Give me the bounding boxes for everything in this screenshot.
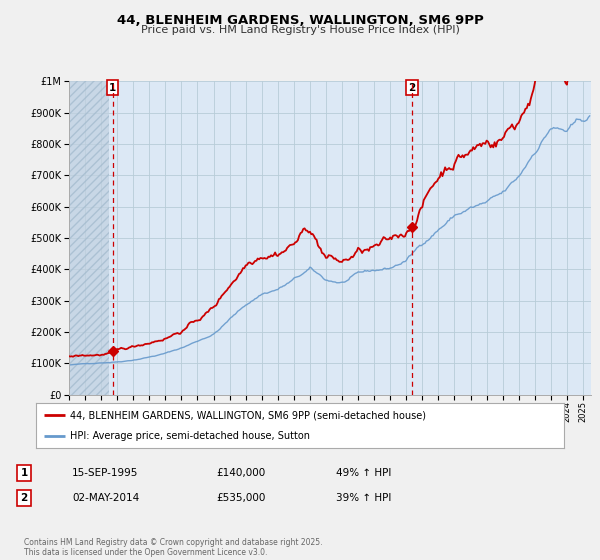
Text: 44, BLENHEIM GARDENS, WALLINGTON, SM6 9PP (semi-detached house): 44, BLENHEIM GARDENS, WALLINGTON, SM6 9P… (70, 410, 427, 421)
Text: 2: 2 (408, 83, 415, 93)
Text: Contains HM Land Registry data © Crown copyright and database right 2025.
This d: Contains HM Land Registry data © Crown c… (24, 538, 323, 557)
Text: 15-SEP-1995: 15-SEP-1995 (72, 468, 139, 478)
Text: Price paid vs. HM Land Registry's House Price Index (HPI): Price paid vs. HM Land Registry's House … (140, 25, 460, 35)
Text: 1: 1 (109, 83, 116, 93)
Text: 49% ↑ HPI: 49% ↑ HPI (336, 468, 391, 478)
Text: £140,000: £140,000 (216, 468, 265, 478)
Text: 2: 2 (20, 493, 28, 503)
Text: 44, BLENHEIM GARDENS, WALLINGTON, SM6 9PP: 44, BLENHEIM GARDENS, WALLINGTON, SM6 9P… (116, 14, 484, 27)
Text: HPI: Average price, semi-detached house, Sutton: HPI: Average price, semi-detached house,… (70, 431, 310, 441)
Bar (69, 81, 109, 395)
Text: 1: 1 (20, 468, 28, 478)
Text: 39% ↑ HPI: 39% ↑ HPI (336, 493, 391, 503)
Text: £535,000: £535,000 (216, 493, 265, 503)
Text: 02-MAY-2014: 02-MAY-2014 (72, 493, 139, 503)
